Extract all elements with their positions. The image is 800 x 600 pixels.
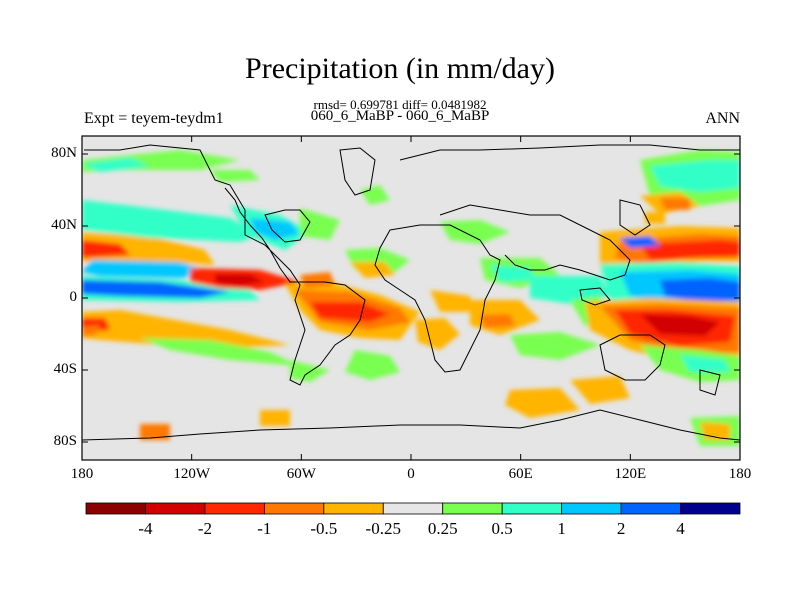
map-subtitle: 060_6_MaBP - 060_6_MaBP — [310, 108, 490, 124]
lat-label: 80N — [51, 145, 77, 161]
coastline — [439, 204, 631, 281]
colorbar-box — [382, 502, 444, 515]
anomaly-region — [300, 272, 335, 288]
lat-label: 40N — [51, 217, 77, 233]
coastlines — [82, 144, 740, 441]
experiment-label: Expt = teyem-teydm1 — [84, 110, 224, 127]
lon-label: 120W — [173, 466, 210, 482]
anomaly-region — [82, 240, 130, 258]
anomaly-region — [660, 278, 740, 302]
anomaly-region — [360, 185, 390, 205]
anomaly-region — [300, 208, 340, 240]
anomaly-region — [510, 332, 600, 360]
anomaly-field — [82, 144, 740, 446]
anomaly-region — [680, 355, 730, 372]
lon-label: 60E — [508, 466, 533, 482]
coastline — [82, 409, 740, 441]
colorbar-box — [561, 502, 622, 515]
period-label: ANN — [705, 110, 740, 127]
anomaly-region — [140, 424, 170, 440]
lon-label: 180 — [70, 466, 94, 482]
anomaly-region — [290, 360, 330, 382]
coastline — [619, 199, 651, 236]
anomaly-region — [310, 302, 390, 322]
lon-label: 60W — [286, 466, 316, 482]
coastline — [699, 369, 721, 396]
anomaly-region — [140, 338, 300, 366]
anomaly-region — [210, 170, 260, 182]
colorbar — [85, 502, 741, 515]
anomaly-region — [260, 410, 290, 426]
anomaly-region — [82, 200, 260, 242]
anomaly-region — [215, 274, 265, 286]
stats-line: rmsd= 0.699781 diff= 0.0481982 — [313, 97, 487, 112]
anomaly-region — [640, 314, 720, 336]
anomaly-region — [440, 220, 510, 244]
colorbar-box — [680, 502, 741, 515]
colorbar-label: -2 — [197, 519, 212, 538]
anomaly-region — [82, 232, 215, 265]
anomaly-region — [250, 218, 300, 240]
lon-label: 120E — [614, 466, 647, 482]
anomaly-region — [620, 236, 660, 248]
lon-label: 180 — [728, 466, 752, 482]
coastline — [339, 147, 376, 196]
anomaly-region — [82, 325, 100, 336]
colorbar-label: 0.25 — [427, 519, 458, 538]
map-title: Precipitation (in mm/day) — [245, 52, 555, 85]
anomaly-region — [505, 388, 580, 418]
coastline — [84, 144, 366, 386]
colorbar-label: 2 — [616, 519, 626, 538]
colorbar-box — [204, 502, 265, 515]
anomaly-region — [490, 265, 535, 282]
coastline — [399, 144, 740, 161]
colorbar-box — [145, 502, 206, 515]
anomaly-region — [430, 290, 475, 312]
lat-label: 40S — [53, 361, 77, 377]
colorbar-box — [263, 502, 325, 515]
colorbar-box — [501, 502, 563, 515]
colorbar-label: 4 — [676, 519, 685, 538]
colorbar-label: -4 — [138, 519, 153, 538]
colorbar-label: 1 — [557, 519, 566, 538]
lat-label: 80S — [53, 433, 77, 449]
colorbar-box — [323, 502, 384, 515]
colorbar-label: -0.25 — [365, 519, 401, 538]
colorbar-box — [85, 502, 146, 515]
anomaly-region — [480, 314, 515, 328]
anomaly-region — [82, 260, 210, 278]
anomaly-region — [650, 160, 740, 192]
anomaly-region — [640, 240, 740, 260]
coastline — [374, 224, 501, 373]
coastline — [579, 287, 611, 306]
anomaly-region — [350, 262, 395, 278]
colorbar-box — [620, 502, 681, 515]
anomaly-region — [345, 350, 400, 380]
lat-label: 0 — [69, 289, 78, 305]
coastline — [599, 334, 666, 381]
colorbar-label: 0.5 — [491, 519, 513, 538]
anomaly-region — [570, 376, 630, 404]
anomaly-region — [645, 212, 665, 224]
anomaly-region — [82, 280, 230, 298]
map-ticks — [81, 136, 741, 460]
coastline — [264, 209, 311, 243]
colorbar-box — [442, 502, 503, 515]
anomaly-region — [82, 158, 150, 172]
lon-label: 0 — [407, 466, 415, 482]
colorbar-label: -1 — [257, 519, 272, 538]
anomaly-region — [530, 276, 610, 304]
anomaly-region — [82, 310, 290, 348]
colorbar-label: -0.5 — [310, 519, 338, 538]
anomaly-region — [660, 198, 690, 210]
